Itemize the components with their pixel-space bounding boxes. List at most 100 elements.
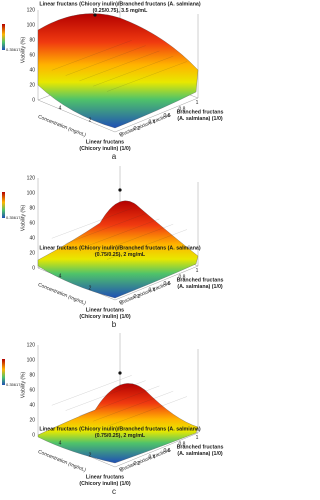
fraction-tick: 0	[121, 467, 124, 473]
colorbar	[2, 24, 5, 50]
annotation: Linear fructans (Chicory inulin)/Branche…	[39, 245, 201, 251]
y-tick-label: 60	[29, 387, 35, 393]
y-tick-label: 20	[29, 250, 35, 256]
mesh-line	[106, 229, 188, 260]
mesh-line	[65, 380, 146, 411]
fraction-tick: 0	[121, 300, 124, 306]
fraction-tick: 1	[196, 435, 199, 441]
mesh-line	[51, 375, 132, 406]
left-corner-label: Linear fructans	[86, 307, 124, 313]
colorbar-min: 0.35617	[6, 215, 21, 220]
annotation: (0.75/0.25), 2 mg/mL	[95, 433, 146, 439]
y-axis-title: Viability (%)	[20, 372, 26, 399]
fraction-tick: 1	[196, 100, 199, 106]
y-tick-label: 40	[29, 235, 35, 241]
y-tick-label: 100	[27, 190, 36, 196]
fraction-tick: 0.6	[164, 281, 171, 287]
y-tick-label: 0	[32, 97, 35, 103]
fraction-tick: 0.4	[149, 119, 156, 125]
colorbar-min: 0.35617	[6, 47, 21, 52]
panel-label: a	[112, 152, 117, 161]
y-axis-title: Viability (%)	[20, 205, 26, 232]
fraction-tick: 0.8	[179, 106, 186, 112]
mesh-line	[65, 213, 146, 244]
y-tick-label: 120	[27, 7, 36, 13]
y-tick-label: 40	[29, 402, 35, 408]
fraction-tick: 1	[196, 268, 199, 274]
fraction-tick: 0.6	[164, 448, 171, 454]
fraction-tick: 0.2	[134, 126, 141, 132]
y-tick-label: 80	[29, 205, 35, 211]
right-corner-label: Branched fructans	[177, 109, 224, 115]
fraction-tick: 0.6	[164, 113, 171, 119]
fraction-tick: 0	[121, 132, 124, 138]
y-tick-label: 60	[29, 52, 35, 58]
right-corner-label: (A. salmiana) (1/0)	[177, 116, 223, 122]
y-tick-label: 80	[29, 372, 35, 378]
fraction-tick: 0.4	[149, 454, 156, 460]
panel-label: c	[112, 487, 116, 496]
mesh-line	[79, 50, 160, 81]
y-axis-title: Viability (%)	[20, 37, 26, 64]
left-corner-label: (Chicory inulin) (1/0)	[79, 481, 130, 487]
y-tick-label: 120	[27, 175, 36, 181]
fraction-tick: 0.2	[134, 461, 141, 467]
panel-label: b	[112, 320, 117, 329]
annotation: Linear fructans (Chicory inulin)/Branche…	[39, 1, 201, 7]
fraction-tick: 0.4	[149, 287, 156, 293]
y-tick-label: 100	[27, 357, 36, 363]
fraction-tick: 0.8	[179, 441, 186, 447]
optimum-point	[118, 371, 122, 375]
y-tick-label: 40	[29, 67, 35, 73]
surface	[37, 13, 199, 129]
right-corner-label: Branched fructans	[177, 277, 224, 283]
right-corner-label: Branched fructans	[177, 444, 224, 450]
concentration-tick: 2	[89, 452, 92, 458]
right-corner-label: (A. salmiana) (1/0)	[177, 451, 223, 457]
y-tick-label: 60	[29, 220, 35, 226]
concentration-tick: 4	[59, 273, 62, 279]
mesh-line	[106, 61, 188, 92]
mesh-line	[106, 396, 188, 427]
left-corner-label: (Chicory inulin) (1/0)	[79, 146, 130, 152]
y-tick-label: 80	[29, 37, 35, 43]
mesh-line	[93, 224, 174, 255]
surface	[37, 383, 199, 464]
optimum-point	[93, 13, 97, 17]
concentration-tick: 4	[59, 440, 62, 446]
fraction-tick: 0.8	[179, 274, 186, 280]
concentration-tick: 4	[59, 105, 62, 111]
concentration-title: Concentration (mg/mL)	[37, 114, 87, 139]
colorbar	[2, 192, 5, 218]
optimum-point	[118, 188, 122, 192]
fraction-tick: 0.2	[134, 294, 141, 300]
left-corner-label: Linear fructans	[86, 474, 124, 480]
mesh-line	[51, 40, 132, 71]
y-tick-label: 0	[32, 432, 35, 438]
colorbar	[2, 359, 5, 385]
mesh-line	[93, 391, 174, 422]
y-tick-label: 120	[27, 342, 36, 348]
y-tick-label: 20	[29, 417, 35, 423]
panel: 0 20 40 60 80 100 120 Viability (%)0.35617 4 2Con…	[2, 0, 223, 161]
surface	[37, 200, 199, 299]
mesh-line	[79, 218, 160, 249]
annotation: Linear fructans (Chicory inulin)/Branche…	[39, 426, 201, 432]
y-tick-label: 0	[32, 265, 35, 271]
annotation: (0.25/0.75), 3.5 mg/mL	[93, 8, 149, 14]
y-tick-label: 100	[27, 22, 36, 28]
concentration-tick: 2	[89, 285, 92, 291]
colorbar-min: 0.35617	[6, 382, 21, 387]
concentration-tick: 2	[89, 117, 92, 123]
mesh-line	[93, 56, 174, 87]
mesh-line	[51, 208, 132, 239]
mesh-line	[65, 45, 146, 76]
annotation: (0.75/0.25), 2 mg/mL	[95, 252, 146, 258]
mesh-line	[79, 385, 160, 416]
y-tick-label: 20	[29, 82, 35, 88]
left-corner-label: Linear fructans	[86, 139, 124, 145]
left-corner-label: (Chicory inulin) (1/0)	[79, 314, 130, 320]
